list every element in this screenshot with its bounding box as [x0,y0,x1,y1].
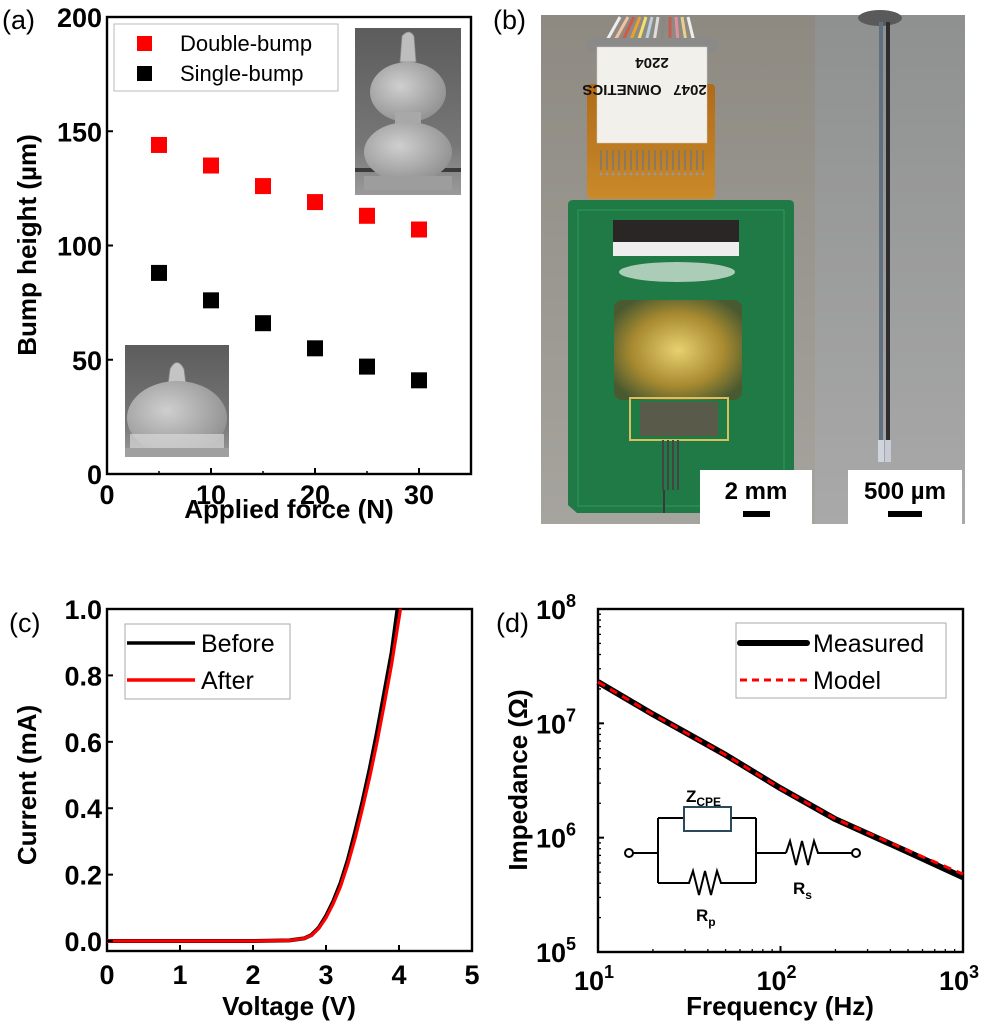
circuit-terminal-left [624,848,634,858]
data-point-double-bump [359,207,375,224]
y-axis-title-d: Impedance (Ω) [503,689,533,870]
legend-label-before: Before [201,630,275,658]
x-tick-label: 103 [939,962,979,996]
x-tick-label: 30 [404,480,434,510]
legend-marker-single-bump [137,66,152,81]
photo-label-omnetics: OMNETICS [582,81,661,98]
photo-device-left: 2204 OMNETICS 2047 [541,15,815,524]
label-zcpe: ZCPE [686,787,721,809]
y-tick-label: 0.0 [64,927,102,957]
panel-b: (b) 2204 [493,5,965,524]
cpe-element [683,806,732,832]
resistor-rs [785,837,852,866]
legend-a: Double-bump Single-bump [113,23,339,92]
x-tick-label: 0 [99,960,114,990]
curve-model [597,680,964,876]
legend-label-measured: Measured [813,630,924,658]
data-point-single-bump [411,372,427,389]
y-tick-label: 0.8 [64,661,102,691]
x-tick-label: 5 [464,960,479,990]
y-tick-label: 0 [87,460,102,490]
circuit-terminal-right [851,848,861,858]
axis-ticks-c: 0 1 2 3 4 5 0.0 0.2 0.4 0.6 0.8 1.0 [64,595,479,990]
photo-label-2047: 2047 [673,81,706,98]
data-point-single-bump [203,292,219,309]
y-tick-label: 0.4 [64,794,102,824]
x-axis-title-c: Voltage (V) [222,991,356,1021]
panel-label-d: (d) [496,608,529,638]
legend-label-after: After [201,667,254,695]
y-tick-label: 50 [72,346,102,376]
legend-label-double-bump: Double-bump [180,31,312,56]
impedance-curves [596,679,965,881]
scalebar-label-500um: 500 µm [864,478,946,505]
data-point-single-bump [359,358,375,375]
scalebar-label-2mm: 2 mm [725,478,788,505]
curve-after [107,608,403,943]
y-tick-label: 200 [57,3,102,33]
data-point-double-bump [255,178,271,195]
data-point-double-bump [307,194,323,211]
data-point-double-bump [203,157,219,174]
y-tick-label: 0.6 [64,728,102,758]
iv-curves [107,608,403,943]
panel-label-b: (b) [493,5,526,35]
y-tick-label: 1.0 [64,595,102,625]
data-point-double-bump [151,136,167,153]
panel-d: (d) 101 102 103 105 106 107 108 ZCPE Rp Rs Mea… [496,591,979,1021]
axis-ticks-a: 0 10 20 30 0 50 100 150 200 [57,3,472,510]
photo-label-2204: 2204 [635,54,669,71]
label-rs: Rs [793,879,812,902]
panel-label-a: (a) [2,5,35,35]
x-tick-label: 0 [99,480,114,510]
panel-label-c: (c) [9,608,40,638]
legend-label-model: Model [813,667,881,695]
legend-c: Before After [124,623,291,700]
x-axis-title-d: Frequency (Hz) [686,991,874,1021]
data-point-double-bump [411,221,427,238]
panel-a: (a) Double-bump Single-bump [2,3,473,524]
x-tick-label: 20 [300,480,330,510]
x-axis-title-a: Applied force (N) [184,494,393,524]
x-tick-label: 101 [574,962,614,996]
data-point-single-bump [255,315,271,332]
y-tick-label: 107 [536,705,576,739]
x-tick-label: 102 [756,962,796,996]
legend-marker-double-bump [137,36,152,51]
photo-probe-right: 500 µm [815,10,965,524]
scatter-points-a [151,136,427,389]
x-tick-label: 2 [245,960,260,990]
y-tick-label: 106 [536,820,576,854]
y-tick-label: 108 [536,591,576,625]
y-tick-label: 105 [536,934,576,968]
y-tick-label: 0.2 [64,861,102,891]
y-tick-label: 100 [57,232,102,262]
label-rp: Rp [696,906,716,929]
resistor-rp [658,867,756,896]
y-axis-title-a: Bump height (µm) [12,134,42,356]
x-tick-label: 3 [318,960,333,990]
x-tick-label: 4 [391,960,406,990]
equivalent-circuit-inset [624,806,861,896]
legend-d: Measured Model [735,622,947,699]
x-tick-label: 1 [172,960,187,990]
y-tick-label: 150 [57,117,102,147]
plot-frame-c [105,607,474,953]
y-axis-title-c: Current (mA) [12,705,42,865]
data-point-single-bump [307,340,323,357]
scalebar-bar-500um [888,511,922,517]
axis-ticks-d: 101 102 103 105 106 107 108 [536,591,979,996]
sem-inset-single-bump [125,345,229,457]
scalebar-bar-2mm [743,511,770,517]
curve-measured [596,679,965,881]
panel-c: (c) 0 1 2 3 4 5 0.0 0.2 0.4 0.6 0.8 1.0 Before Afte… [9,595,480,1021]
x-tick-label: 10 [196,480,226,510]
sem-inset-double-bump [355,28,461,195]
data-point-single-bump [151,264,167,281]
legend-label-single-bump: Single-bump [180,61,304,86]
